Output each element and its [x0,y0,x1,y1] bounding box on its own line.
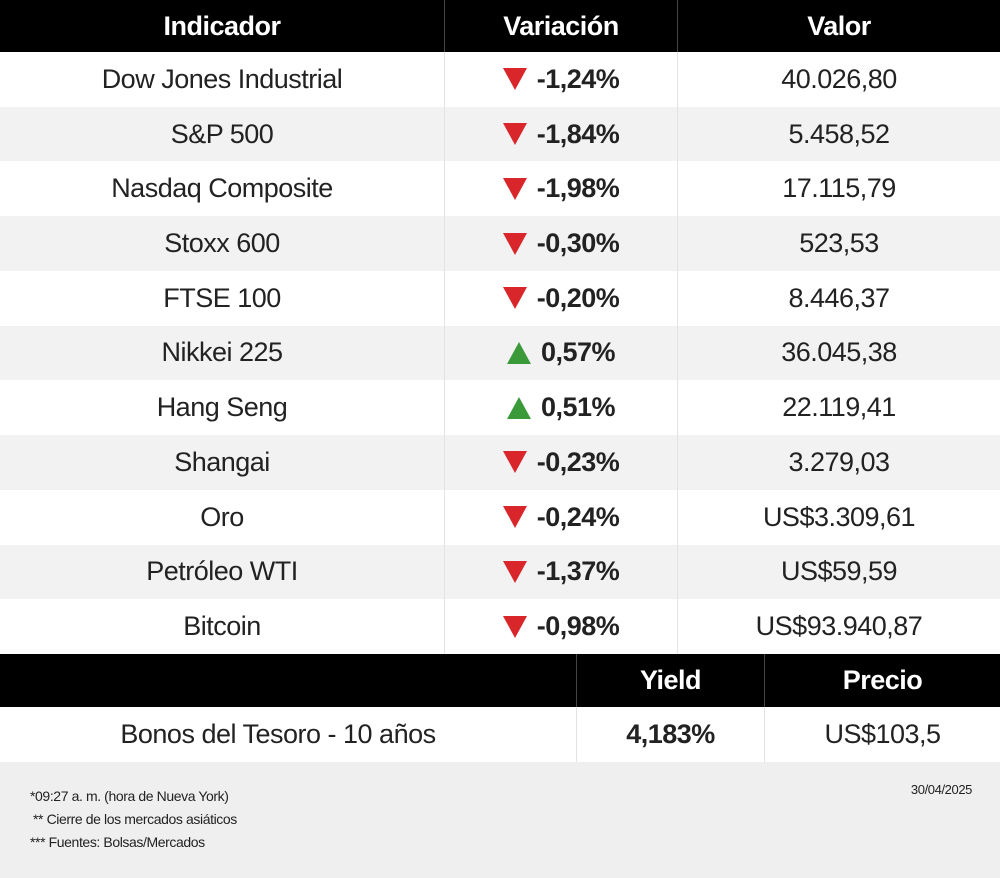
value: 5.458,52 [788,118,890,149]
change: -0,98% [536,611,620,642]
indicator: S&P 500 [0,106,445,162]
change-cell: -0,98% [445,599,678,654]
table-row: Hang Seng 0,51% 22.119,41 [0,380,1000,436]
header-cell: Variación [445,0,678,52]
trend-arrow [502,123,527,146]
change-cell: 0,57% [445,325,678,381]
change: -1,84% [536,118,620,149]
indicator: Stoxx 600 [0,216,445,271]
value: 22.119,41 [782,392,896,423]
header-cell: Yield [577,654,765,707]
trend-arrow [502,177,527,200]
value: 523,53 [799,228,879,259]
table-row: Bitcoin -0,98% US$93.940,87 [0,599,1000,654]
change: -1,24% [536,63,620,94]
value: 40.026,80 [781,63,897,94]
value: 8.446,37 [788,282,890,313]
date: 30/04/2025 [910,782,972,797]
header-cell: Precio [842,665,923,695]
change-cell: -1,37% [445,544,678,600]
change-cell: -1,84% [445,106,678,162]
table-row: Shangai -0,23% 3.279,03 [0,435,1000,490]
change: -0,20% [536,282,620,313]
header-cell: Indicador [0,0,445,52]
indicator: Bitcoin [0,599,445,654]
table-row: Nasdaq Composite -1,98% 17.115,79 [0,161,1000,217]
footnote: *** Fuentes: Bolsas/Mercados [30,834,205,850]
table-row: Stoxx 600 -0,30% 523,53 [0,216,1000,271]
indicator: Nikkei 225 [0,325,445,381]
table-row: Nikkei 225 0,57% 36.045,38 [0,325,1000,381]
value: 3.279,03 [788,446,890,477]
trend-arrow [502,615,527,638]
indicator: Dow Jones Industrial [0,52,445,107]
change: -1,37% [536,556,620,587]
table-row: S&P 500 -1,84% 5.458,52 [0,106,1000,162]
change: -0,23% [536,446,620,477]
change-cell: -0,24% [445,489,678,545]
bond-yield: 4,183% [577,707,765,762]
trend-arrow [502,232,527,255]
change-cell: -0,30% [445,216,678,271]
trend-arrow [506,396,531,419]
trend-arrow [502,68,527,91]
footnote: *09:27 a. m. (hora de Nueva York) [30,788,229,804]
change: -1,98% [536,173,620,204]
bond-price: US$103,5 [824,719,941,749]
change-cell: 0,51% [445,380,678,436]
change-cell: -0,20% [445,270,678,326]
table-row: FTSE 100 -0,20% 8.446,37 [0,270,1000,326]
change-cell: -0,23% [445,435,678,490]
value: US$59,59 [780,556,898,587]
value: US$3.309,61 [762,501,916,532]
trend-arrow [502,506,527,529]
table-row: Petróleo WTI -1,37% US$59,59 [0,544,1000,600]
value: 36.045,38 [781,337,897,368]
value: US$93.940,87 [755,611,923,642]
value: 17.115,79 [782,173,896,204]
change: -0,30% [536,228,620,259]
indicator: Petróleo WTI [0,544,445,600]
trend-arrow [502,287,527,310]
trend-arrow [502,451,527,474]
change: 0,51% [540,392,616,423]
table-header: Indicador Variación Valor [0,0,1000,52]
trend-arrow [506,341,531,364]
header-cell: Valor [807,10,871,41]
indicator: FTSE 100 [0,270,445,326]
footnote: ** Cierre de los mercados asiáticos [33,811,237,827]
indicator: Shangai [0,435,445,490]
header-cell [0,654,577,707]
bonds-row: Bonos del Tesoro - 10 años 4,183% US$103… [0,707,1000,762]
indicator: Oro [0,489,445,545]
bonds-header: Yield Precio [0,654,1000,707]
table-row: Oro -0,24% US$3.309,61 [0,489,1000,545]
bond-name: Bonos del Tesoro - 10 años [0,707,577,762]
trend-arrow [502,560,527,583]
indicator: Nasdaq Composite [0,161,445,217]
change-cell: -1,98% [445,161,678,217]
indicator: Hang Seng [0,380,445,436]
footer: *09:27 a. m. (hora de Nueva York) ** Cie… [0,762,1000,878]
change: -0,24% [536,501,620,532]
change-cell: -1,24% [445,52,678,107]
change: 0,57% [540,337,616,368]
table-row: Dow Jones Industrial -1,24% 40.026,80 [0,52,1000,107]
